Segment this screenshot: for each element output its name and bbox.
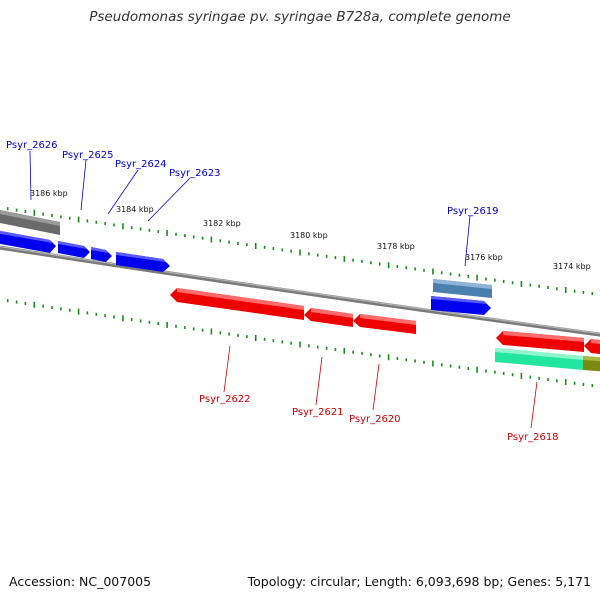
kbp-label-3182: 3182 kbp [203, 219, 241, 228]
gene-psyr-2622[interactable] [170, 288, 304, 320]
accession-text: Accession: NC_007005 [9, 574, 152, 589]
kbp-label-3180: 3180 kbp [290, 231, 328, 240]
gene-psyr-2619[interactable] [431, 296, 491, 315]
olive-feature[interactable] [583, 356, 600, 372]
label-psyr-2624[interactable]: Psyr_2624 [115, 159, 167, 170]
label-psyr-2625[interactable]: Psyr_2625 [62, 150, 114, 161]
label-psyr-2619[interactable]: Psyr_2619 [447, 206, 499, 217]
red-gene-edge[interactable] [584, 339, 600, 355]
kbp-label-3186: 3186 kbp [30, 189, 68, 198]
gene-psyr-2618[interactable] [496, 331, 584, 352]
green-feature[interactable] [495, 348, 583, 370]
genome-summary-text: Topology: circular; Length: 6,093,698 bp… [247, 574, 591, 589]
outer-tick-row [6, 207, 594, 296]
gene-psyr-2624[interactable] [91, 247, 112, 262]
gene-psyr-2620[interactable] [353, 314, 416, 334]
label-psyr-2620[interactable]: Psyr_2620 [349, 414, 401, 425]
kbp-label-3176: 3176 kbp [465, 253, 503, 262]
gene-psyr-2626[interactable] [0, 230, 56, 253]
gene-psyr-2623[interactable] [116, 252, 170, 272]
label-psyr-2622[interactable]: Psyr_2622 [199, 394, 251, 405]
label-psyr-2621[interactable]: Psyr_2621 [292, 407, 344, 418]
gene-psyr-2621[interactable] [304, 308, 353, 327]
kbp-label-3178: 3178 kbp [377, 242, 415, 251]
gene-psyr-2625[interactable] [58, 241, 90, 258]
kbp-label-3174: 3174 kbp [553, 262, 591, 271]
inner-tick-row [6, 299, 594, 388]
map-title: Pseudomonas syringae pv. syringae B728a,… [89, 9, 511, 25]
label-psyr-2626[interactable]: Psyr_2626 [6, 140, 58, 151]
forward-leader-lines [29, 150, 471, 267]
genome-backbone-highlight [0, 245, 600, 335]
kbp-label-3184: 3184 kbp [116, 205, 154, 214]
grey-feature[interactable] [0, 209, 60, 235]
genome-backbone [0, 245, 600, 337]
label-psyr-2618[interactable]: Psyr_2618 [507, 432, 559, 443]
reverse-leader-lines [223, 345, 538, 429]
steel-feature[interactable] [433, 279, 492, 298]
label-psyr-2623[interactable]: Psyr_2623 [169, 168, 221, 179]
